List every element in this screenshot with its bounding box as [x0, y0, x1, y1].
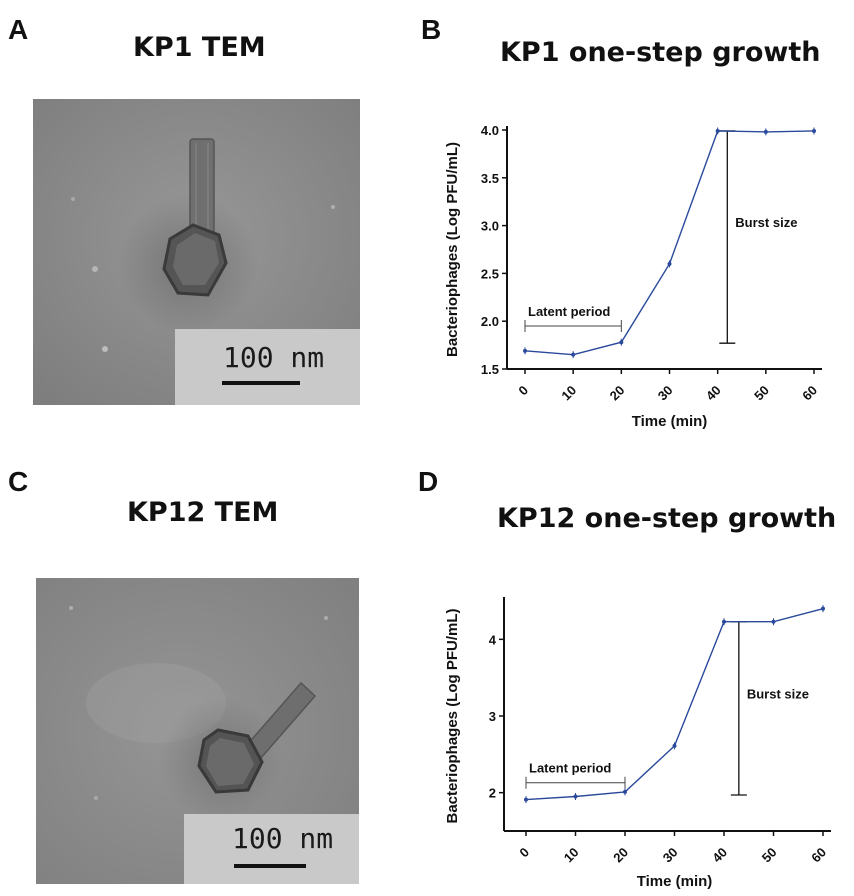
kp12-data-point — [672, 743, 677, 748]
kp1-y-tick-label: 2.5 — [481, 266, 499, 281]
kp1-tem-image: 100 nm — [33, 99, 360, 405]
kp12-x-tick-label: 40 — [709, 845, 730, 866]
kp12-data-point — [722, 619, 726, 624]
kp1-data-point — [523, 348, 527, 353]
kp1-burst-size-label: Burst size — [735, 215, 797, 230]
kp12-y-tick-label: 2 — [489, 786, 496, 801]
kp1-x-tick-label: 40 — [703, 383, 724, 404]
kp12-latent-period-label: Latent period — [529, 761, 611, 776]
kp1-data-point — [571, 352, 576, 357]
kp1-x-tick-label: 0 — [515, 383, 531, 399]
kp1-x-tick-label: 30 — [655, 383, 676, 404]
kp12-data-point — [821, 606, 825, 611]
panel-letter-c: C — [8, 466, 29, 497]
kp1-growth-chart: 1.5 2.0 2.5 3.0 3.5 4.0 0 10 20 30 40 50 60 Time (min… — [444, 123, 822, 430]
kp12-tem-image: 100 nm — [36, 578, 359, 884]
kp1-x-tick-label: 10 — [558, 383, 579, 404]
panel-c-title: KP12 TEM — [127, 497, 279, 528]
kp12-scale-label: 100 nm — [232, 822, 334, 855]
panel-a-title: KP1 TEM — [133, 32, 266, 63]
kp12-burst-size-label: Burst size — [747, 686, 809, 701]
kp1-y-tick-label: 3.0 — [481, 219, 499, 234]
kp12-data-point — [771, 619, 776, 624]
kp12-x-tick-label: 30 — [660, 845, 681, 866]
kp1-y-tick-label: 1.5 — [481, 362, 499, 377]
kp1-data-point — [812, 128, 816, 133]
kp1-data-point — [667, 261, 672, 266]
kp1-y-tick-label: 2.0 — [481, 314, 499, 329]
kp12-x-tick-label: 10 — [561, 845, 582, 866]
kp1-data-point — [763, 129, 768, 134]
kp12-x-axis-label: Time (min) — [637, 873, 713, 890]
kp12-scale-bar-box: 100 nm — [184, 814, 359, 884]
kp12-x-tick-label: 20 — [610, 845, 631, 866]
kp12-data-point — [524, 797, 528, 802]
panel-letter-b: B — [421, 14, 442, 45]
kp1-y-tick-label: 3.5 — [481, 171, 499, 186]
kp12-y-tick-label: 3 — [489, 709, 496, 724]
kp12-x-tick-label: 60 — [808, 845, 829, 866]
kp1-scale-label: 100 nm — [223, 341, 325, 374]
kp1-y-tick-label: 4.0 — [481, 123, 499, 138]
kp1-x-axis-label: Time (min) — [632, 413, 708, 430]
kp1-y-axis-label: Bacteriophages (Log PFU/mL) — [444, 142, 461, 357]
kp1-series-line — [524, 130, 815, 356]
kp1-scale-bar — [222, 381, 300, 385]
kp12-y-axis-label: Bacteriophages (Log PFU/mL) — [444, 608, 461, 823]
kp1-data-point — [715, 128, 720, 133]
panel-b-title: KP1 one-step growth — [500, 37, 821, 68]
kp1-data-point — [619, 340, 624, 345]
kp12-data-point — [573, 794, 578, 799]
panel-letter-a: A — [8, 14, 29, 45]
kp1-x-tick-label: 20 — [607, 383, 628, 404]
kp12-x-tick-label: 50 — [759, 845, 780, 866]
kp1-x-tick-label: 50 — [751, 383, 772, 404]
kp1-latent-period-label: Latent period — [528, 304, 610, 319]
kp1-phage-micrograph — [33, 99, 360, 405]
panel-d-title: KP12 one-step growth — [497, 503, 837, 534]
kp12-y-tick-label: 4 — [489, 632, 497, 647]
kp12-data-point — [623, 789, 627, 794]
panel-letter-d: D — [418, 466, 439, 497]
kp12-x-tick-label: 0 — [516, 845, 532, 861]
kp1-x-tick-label: 60 — [799, 383, 820, 404]
kp1-scale-bar-box: 100 nm — [175, 329, 360, 405]
kp12-scale-bar — [234, 864, 306, 868]
